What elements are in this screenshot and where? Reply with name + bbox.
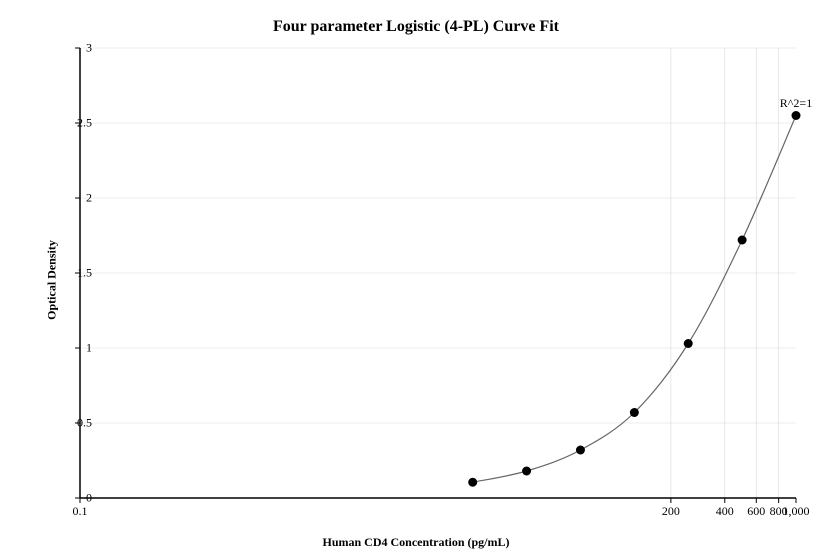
x-tick-label: 400 [716, 504, 734, 519]
x-tick-label: 0.1 [73, 504, 88, 519]
x-axis-label: Human CD4 Concentration (pg/mL) [0, 535, 832, 550]
y-tick-label: 2 [62, 191, 92, 206]
y-tick-label: 1 [62, 341, 92, 356]
plot-area [80, 48, 796, 498]
x-tick-label: 1,000 [783, 504, 810, 519]
x-tick-label: 600 [747, 504, 765, 519]
y-axis-label: Optical Density [44, 240, 59, 320]
chart-title: Four parameter Logistic (4-PL) Curve Fit [0, 18, 832, 36]
y-tick-label: 2.5 [62, 116, 92, 131]
y-tick-label: 1.5 [62, 266, 92, 281]
y-tick-label: 3 [62, 41, 92, 56]
r-squared-annotation: R^2=1 [780, 96, 812, 111]
plot-svg [80, 48, 796, 498]
chart-container: Four parameter Logistic (4-PL) Curve Fit… [0, 0, 832, 560]
y-tick-label: 0.5 [62, 416, 92, 431]
x-tick-label: 200 [662, 504, 680, 519]
